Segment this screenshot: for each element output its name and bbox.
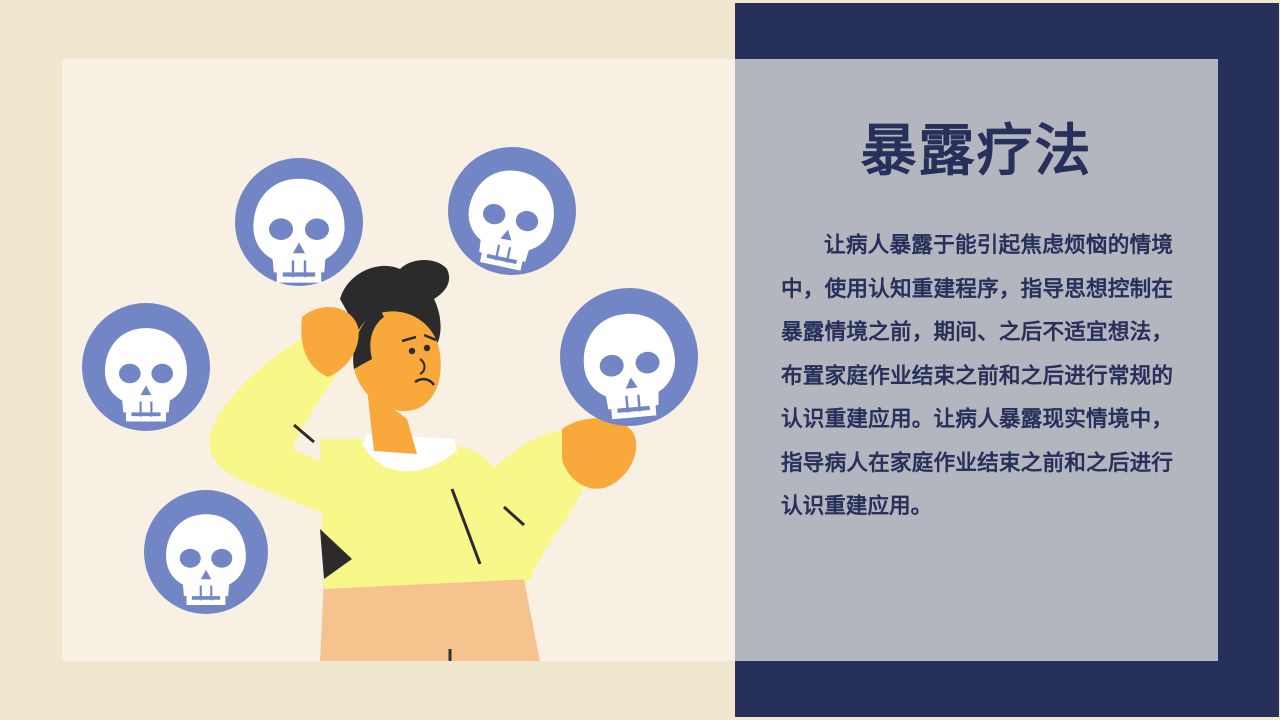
anxious-person-illustration bbox=[82, 147, 698, 661]
skull-badge-bottom-left bbox=[144, 490, 268, 614]
skull-badge-left bbox=[82, 303, 210, 431]
skull-badge-top-center bbox=[448, 147, 576, 275]
right-hand bbox=[562, 418, 637, 489]
torso bbox=[320, 438, 532, 589]
skull-badge-top-left bbox=[235, 158, 363, 286]
slide-title: 暴露疗法 bbox=[860, 119, 1093, 184]
slide-body-text: 让病人暴露于能引起焦虑烦恼的情境中，使用认知重建程序，指导思想控制在暴露情境之前… bbox=[781, 233, 1173, 519]
illustration-panel bbox=[62, 59, 735, 661]
text-panel: 暴露疗法 让病人暴露于能引起焦虑烦恼的情境中，使用认知重建程序，指导思想控制在暴… bbox=[735, 59, 1218, 661]
left-arm bbox=[209, 329, 362, 524]
skull-badge-right bbox=[560, 288, 698, 426]
left-hand bbox=[301, 306, 359, 377]
pants bbox=[320, 569, 540, 661]
face bbox=[352, 311, 441, 412]
